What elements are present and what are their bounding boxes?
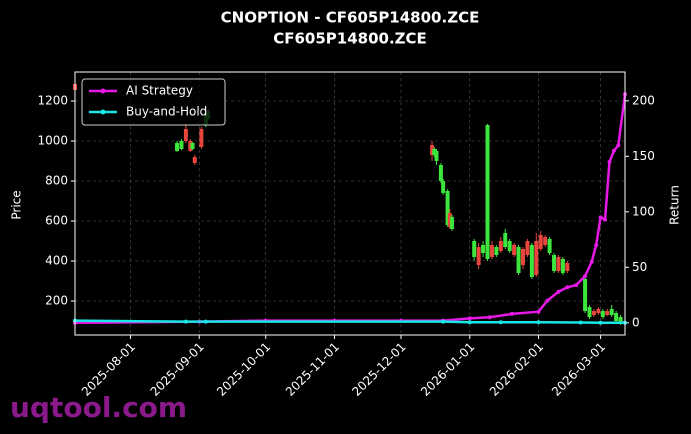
y2-tick-label: 200 (632, 93, 655, 107)
candle-body (434, 151, 439, 161)
y2-tick-label: 50 (632, 260, 647, 274)
candle-body (445, 191, 450, 225)
candle-body (538, 235, 543, 249)
candle-body (600, 311, 605, 317)
line-marker (598, 320, 603, 325)
candle-body (472, 241, 477, 257)
line-marker (565, 285, 570, 290)
line-marker (603, 217, 608, 222)
chart-subtitle: CF605P14800.ZCE (273, 30, 427, 48)
candle-body (188, 141, 193, 151)
candle-body (565, 263, 570, 271)
candle-body (489, 245, 494, 257)
candle-body (179, 141, 184, 149)
candle-body (543, 237, 548, 245)
candle-body (190, 143, 195, 149)
candle-body (520, 249, 525, 265)
y2-axis-label: Return (668, 185, 682, 225)
y-tick-label: 1200 (37, 94, 68, 108)
watermark: uqtool.com (10, 391, 187, 424)
candle-body (441, 181, 446, 193)
y-tick-label: 600 (45, 214, 68, 228)
candle-body (552, 255, 557, 271)
line-marker (536, 309, 541, 314)
line-marker (467, 320, 472, 325)
candle-body (498, 241, 503, 251)
candle-body (432, 149, 437, 155)
candle-body (547, 239, 552, 253)
legend-label: Buy-and-Hold (126, 105, 207, 119)
line-marker (611, 148, 616, 153)
candle-body (614, 313, 619, 321)
line-marker (498, 320, 503, 325)
y-tick-label: 200 (45, 294, 68, 308)
candle-body (591, 311, 596, 315)
candle-body (587, 307, 592, 317)
candle-body (175, 143, 180, 151)
legend-marker (100, 109, 106, 115)
line-marker (467, 316, 472, 321)
candle-body (494, 247, 499, 255)
candle-body (438, 165, 443, 181)
y2-tick-label: 150 (632, 149, 655, 163)
candle-body (609, 309, 614, 315)
line-marker (616, 143, 621, 148)
line-marker (583, 274, 588, 279)
y-axis-label: Price (10, 190, 24, 219)
line-marker (487, 315, 492, 320)
line-marker (545, 298, 550, 303)
candle-body (507, 241, 512, 251)
candle-body (529, 245, 534, 277)
y2-tick-label: 0 (632, 315, 640, 329)
candle-body (605, 311, 610, 315)
line-marker (556, 289, 561, 294)
legend-label: AI Strategy (126, 84, 193, 98)
candle-body (481, 245, 486, 253)
candle-body (183, 129, 188, 141)
y-tick-label: 1000 (37, 134, 68, 148)
line-marker (183, 319, 188, 324)
legend-marker (100, 88, 106, 94)
candle-body (192, 157, 197, 163)
line-marker (607, 159, 612, 164)
line-marker (203, 319, 208, 324)
y2-tick-label: 100 (632, 204, 655, 218)
plot-frame (74, 71, 626, 336)
candle-body (503, 233, 508, 247)
y-tick-label: 400 (45, 254, 68, 268)
line-marker (509, 311, 514, 316)
line-marker (441, 319, 446, 324)
line-marker (598, 215, 603, 220)
line-marker (574, 283, 579, 288)
candle-body (525, 241, 530, 255)
candle-body (447, 213, 452, 227)
line-marker (536, 320, 541, 325)
candle-body (556, 257, 561, 271)
chart-title: CNOPTION - CF605P14800.ZCE (221, 9, 480, 27)
candle-body (430, 145, 435, 155)
candle-body (618, 317, 623, 323)
candle-body (596, 309, 601, 313)
line-series (74, 319, 625, 325)
candle-body (534, 241, 539, 275)
candle-body (560, 259, 565, 273)
line-marker (594, 243, 599, 248)
legend-box (81, 78, 226, 126)
candle-body (476, 247, 481, 265)
line-marker (578, 320, 583, 325)
candle-body (485, 125, 490, 259)
candle-body (450, 217, 455, 229)
candle-body (583, 279, 588, 311)
candle-body (512, 245, 517, 255)
candle-body (516, 247, 521, 273)
y-tick-label: 800 (45, 174, 68, 188)
candle-body (199, 129, 204, 147)
line-marker (589, 259, 594, 264)
